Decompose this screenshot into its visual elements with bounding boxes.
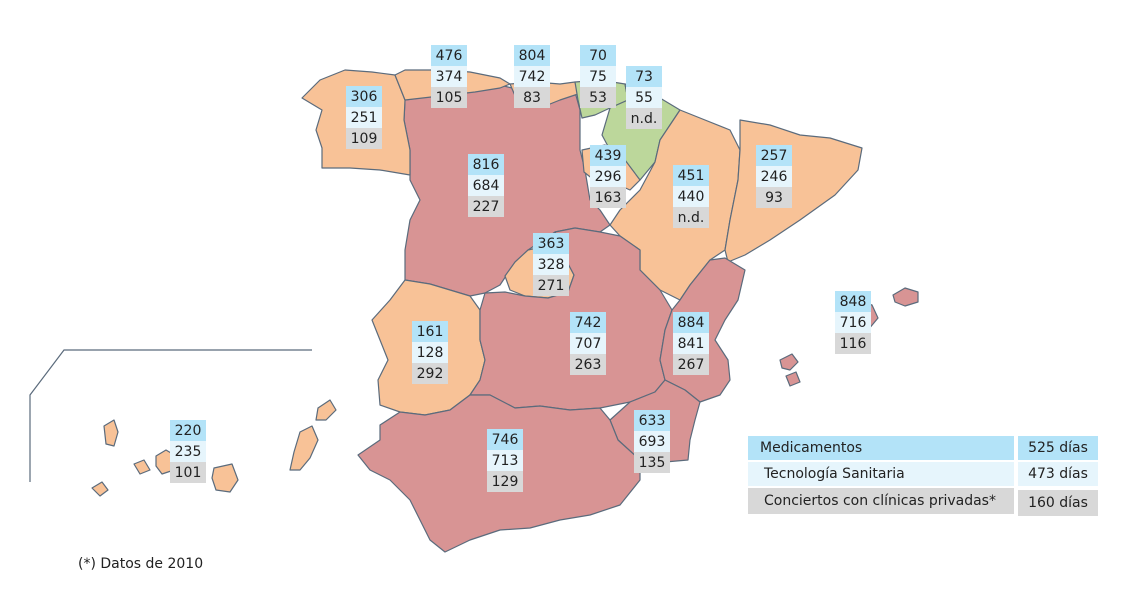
conciertos-value: 267 — [673, 354, 709, 375]
region-values-extremadura: 161 128 292 — [412, 321, 448, 384]
region-values-cataluna: 257 246 93 — [756, 145, 792, 208]
legend-conciertos-value: 160 días — [1018, 490, 1098, 516]
legend-tecnologia-label: Tecnología Sanitaria — [748, 462, 1014, 486]
tecnologia-value: 684 — [468, 175, 504, 196]
tecnologia-value: 716 — [835, 312, 871, 333]
region-baleares-menorca — [892, 287, 919, 307]
medicamentos-value: 363 — [533, 233, 569, 254]
medicamentos-value: 257 — [756, 145, 792, 166]
conciertos-value: 101 — [170, 462, 206, 483]
legend-value-text: 473 días — [1028, 466, 1088, 482]
region-values-la-rioja: 439 296 163 — [590, 145, 626, 208]
region-values-madrid: 363 328 271 — [533, 233, 569, 296]
region-values-castilla-leon: 816 684 227 — [468, 154, 504, 217]
conciertos-value: 93 — [756, 187, 792, 208]
legend-conciertos-label: Conciertos con clínicas privadas* — [748, 488, 1014, 514]
tecnologia-value: 693 — [634, 431, 670, 452]
region-canarias-island-2 — [133, 459, 151, 475]
conciertos-value: 271 — [533, 275, 569, 296]
medicamentos-value: 70 — [580, 45, 616, 66]
conciertos-value: 135 — [634, 452, 670, 473]
tecnologia-value: 246 — [756, 166, 792, 187]
region-values-galicia: 306 251 109 — [346, 86, 382, 149]
tecnologia-value: 235 — [170, 441, 206, 462]
region-values-navarra: 73 55 n.d. — [626, 66, 662, 129]
medicamentos-value: 306 — [346, 86, 382, 107]
region-cataluna — [724, 119, 863, 263]
legend-medicamentos-label: Medicamentos — [748, 436, 1014, 460]
conciertos-value: 116 — [835, 333, 871, 354]
tecnologia-value: 128 — [412, 342, 448, 363]
legend-label-text: Medicamentos — [760, 440, 863, 456]
conciertos-value: 83 — [514, 87, 550, 108]
tecnologia-value: 55 — [626, 87, 662, 108]
legend-medicamentos-value: 525 días — [1018, 436, 1098, 460]
medicamentos-value: 633 — [634, 410, 670, 431]
region-values-valencia: 884 841 267 — [673, 312, 709, 375]
tecnologia-value: 440 — [673, 186, 709, 207]
region-values-asturias: 476 374 105 — [431, 45, 467, 108]
region-values-aragon: 451 440 n.d. — [673, 165, 709, 228]
region-values-baleares: 848 716 116 — [835, 291, 871, 354]
region-baleares-formentera — [785, 371, 801, 387]
region-values-cantabria: 804 742 83 — [514, 45, 550, 108]
medicamentos-value: 804 — [514, 45, 550, 66]
tecnologia-value: 841 — [673, 333, 709, 354]
medicamentos-value: 476 — [431, 45, 467, 66]
region-canarias-island-1 — [103, 419, 119, 447]
medicamentos-value: 816 — [468, 154, 504, 175]
region-values-pais-vasco: 70 75 53 — [580, 45, 616, 108]
region-values-murcia: 633 693 135 — [634, 410, 670, 473]
medicamentos-value: 451 — [673, 165, 709, 186]
legend-value-text: 160 días — [1028, 495, 1088, 511]
legend-value-text: 525 días — [1028, 440, 1088, 456]
medicamentos-value: 746 — [487, 429, 523, 450]
region-canarias-island-5 — [211, 463, 239, 493]
conciertos-value: 105 — [431, 87, 467, 108]
tecnologia-value: 707 — [570, 333, 606, 354]
tecnologia-value: 328 — [533, 254, 569, 275]
medicamentos-value: 439 — [590, 145, 626, 166]
tecnologia-value: 713 — [487, 450, 523, 471]
legend-tecnologia-value: 473 días — [1018, 462, 1098, 486]
region-canarias-island-6 — [289, 425, 319, 471]
medicamentos-value: 73 — [626, 66, 662, 87]
medicamentos-value: 220 — [170, 420, 206, 441]
region-canarias-island-3 — [91, 481, 109, 497]
conciertos-value: 163 — [590, 187, 626, 208]
conciertos-value: 292 — [412, 363, 448, 384]
legend-label-text: Tecnología Sanitaria — [764, 466, 905, 482]
conciertos-value: n.d. — [673, 207, 709, 228]
conciertos-value: 227 — [468, 196, 504, 217]
conciertos-value: 263 — [570, 354, 606, 375]
conciertos-value: 109 — [346, 128, 382, 149]
canarias-inset-frame — [29, 349, 312, 482]
medicamentos-value: 161 — [412, 321, 448, 342]
region-values-castilla-la-mancha: 742 707 263 — [570, 312, 606, 375]
medicamentos-value: 848 — [835, 291, 871, 312]
conciertos-value: n.d. — [626, 108, 662, 129]
conciertos-value: 129 — [487, 471, 523, 492]
region-values-andalucia: 746 713 129 — [487, 429, 523, 492]
tecnologia-value: 742 — [514, 66, 550, 87]
medicamentos-value: 884 — [673, 312, 709, 333]
tecnologia-value: 75 — [580, 66, 616, 87]
medicamentos-value: 742 — [570, 312, 606, 333]
tecnologia-value: 251 — [346, 107, 382, 128]
tecnologia-value: 296 — [590, 166, 626, 187]
conciertos-value: 53 — [580, 87, 616, 108]
legend-label-text: Conciertos con clínicas privadas* — [764, 493, 996, 509]
region-canarias-island-7 — [315, 399, 337, 421]
region-baleares-ibiza — [779, 353, 799, 371]
region-values-canarias: 220 235 101 — [170, 420, 206, 483]
footnote: (*) Datos de 2010 — [78, 556, 204, 572]
tecnologia-value: 374 — [431, 66, 467, 87]
